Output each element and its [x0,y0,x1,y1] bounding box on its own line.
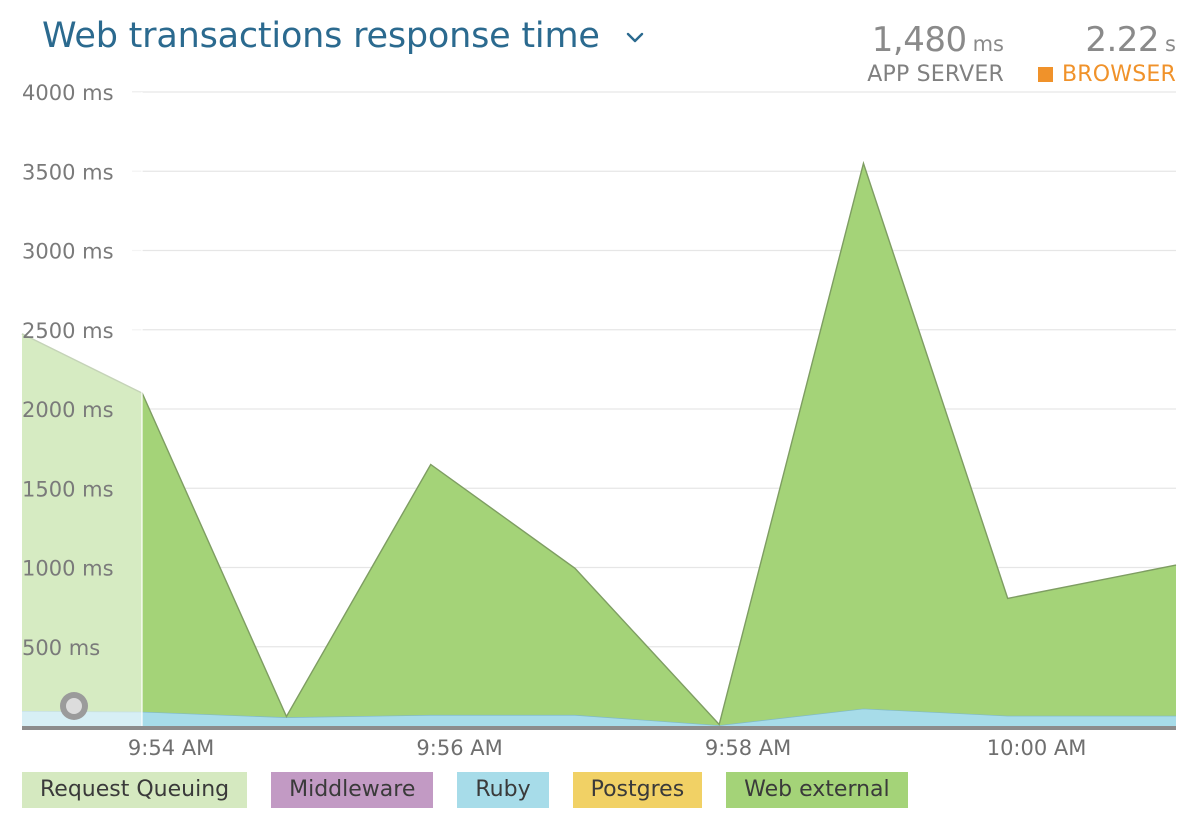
legend-item-postgres[interactable]: Postgres [572,772,703,808]
selection-handle[interactable] [60,692,88,720]
point-web-external [573,566,577,570]
x-tick-label: 9:54 AM [128,736,214,760]
point-web-external [1006,596,1010,600]
chevron-down-icon [626,32,643,43]
app-server-value: 1,480 [871,20,967,60]
y-tick-label: 3000 ms [22,240,114,264]
chart-title-dropdown[interactable]: Web transactions response time [42,16,644,56]
legend-item-web-external[interactable]: Web external [726,772,908,808]
app-server-label: APP SERVER [867,62,1004,87]
y-tick-label: 1000 ms [22,557,114,581]
y-tick-label: 3500 ms [22,160,114,184]
y-tick-label: 4000 ms [22,81,114,105]
browser-label: BROWSER [1062,62,1176,87]
x-tick-label: 9:56 AM [416,736,502,760]
y-tick-label: 500 ms [22,636,100,660]
response-time-chart[interactable]: 500 ms 1000 ms 1500 ms 2000 ms 2500 ms 3000 m… [0,0,1196,770]
browser-value: 2.22 [1085,20,1160,60]
app-server-metric: 1,480 ms APP SERVER [867,20,1004,87]
x-tick-label: 10:00 AM [987,736,1087,760]
chart-legend: Request Queuing Middleware Ruby Postgres Web… [22,772,932,808]
x-tick-label: 9:58 AM [705,736,791,760]
selection-edge [141,92,143,726]
point-web-external [717,722,721,726]
browser-unit: s [1165,32,1176,56]
legend-item-ruby[interactable]: Ruby [457,772,549,808]
area-web-external [22,163,1176,726]
browser-swatch [1038,67,1053,82]
browser-label-row: BROWSER [1038,62,1176,87]
x-axis-line [22,726,1176,730]
y-tick-label: 1500 ms [22,477,114,501]
browser-metric[interactable]: 2.22 s BROWSER [1038,20,1176,87]
point-web-external [429,462,433,466]
point-web-external [284,714,288,718]
point-web-external [861,161,865,165]
legend-item-request-queuing[interactable]: Request Queuing [22,772,248,808]
y-tick-label: 2000 ms [22,398,114,422]
selection-overlay [22,92,143,726]
chart-title: Web transactions response time [42,16,600,56]
point-web-external [1174,563,1178,567]
legend-item-middleware[interactable]: Middleware [271,772,434,808]
y-tick-label: 2500 ms [22,319,114,343]
line-web-external [21,160,1177,726]
app-server-unit: ms [972,32,1004,56]
